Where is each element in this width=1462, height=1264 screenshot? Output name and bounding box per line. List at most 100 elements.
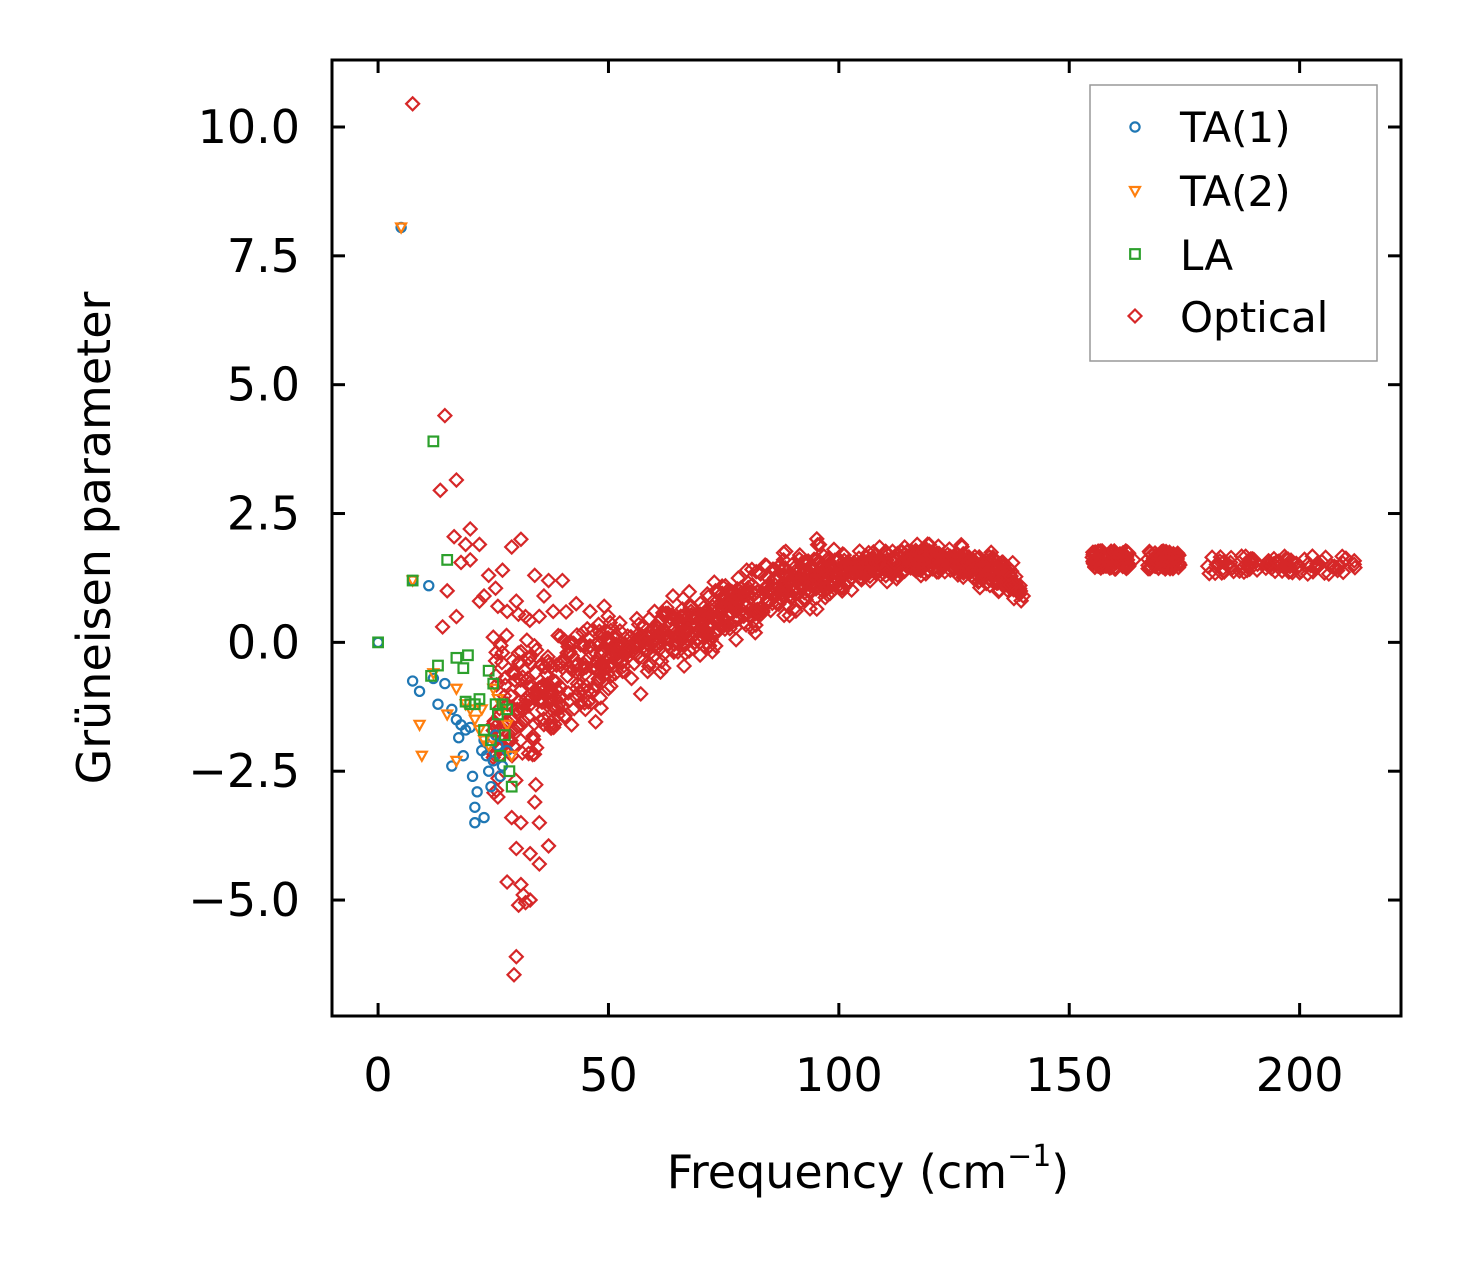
optical-point xyxy=(499,873,516,891)
optical-band-point xyxy=(541,691,558,708)
optical-band-point xyxy=(791,547,808,564)
optical-point xyxy=(1346,559,1363,576)
optical-point xyxy=(849,557,866,574)
optical-band-point xyxy=(1268,553,1285,570)
optical-band-point xyxy=(817,582,834,599)
optical-point xyxy=(540,572,557,589)
la-point xyxy=(478,724,490,736)
y-tick-label: −2.5 xyxy=(188,744,300,798)
optical-band-point xyxy=(714,585,731,602)
ta-2-point xyxy=(414,750,429,764)
optical-band-point xyxy=(676,657,693,675)
optical-point xyxy=(512,531,529,548)
optical-band-point xyxy=(547,700,565,717)
optical-band-point xyxy=(763,582,780,600)
optical-band-point xyxy=(955,560,972,577)
optical-point xyxy=(1204,549,1221,566)
x-tick-label: 0 xyxy=(363,1048,392,1102)
ta-1-point xyxy=(482,765,495,777)
ta-1-point xyxy=(457,750,470,762)
optical-point xyxy=(522,891,539,909)
optical-band-point xyxy=(521,687,538,704)
x-axis-label: Frequency (cm−1) xyxy=(667,1139,1070,1199)
optical-band-point xyxy=(639,636,656,653)
optical-point xyxy=(485,629,502,646)
optical-point xyxy=(457,536,474,553)
optical-band-point xyxy=(496,687,513,704)
optical-point xyxy=(775,551,792,568)
optical-point xyxy=(1328,559,1345,576)
optical-point xyxy=(432,482,449,499)
legend-marker-optical xyxy=(1126,307,1144,325)
optical-point xyxy=(517,608,534,625)
optical-band-point xyxy=(701,587,718,604)
optical-band-point xyxy=(814,577,831,594)
la-point xyxy=(450,651,463,664)
optical-point xyxy=(434,618,451,635)
optical-band-point xyxy=(551,678,568,695)
optical-band-point xyxy=(527,664,544,681)
optical-band-point xyxy=(487,652,504,669)
optical-point xyxy=(476,587,493,605)
y-tick-label: −5.0 xyxy=(188,873,300,927)
optical-band-point xyxy=(893,565,910,582)
la-point xyxy=(457,662,470,675)
optical-band-point xyxy=(558,603,575,620)
optical-point xyxy=(1291,564,1308,581)
optical-band-point xyxy=(776,607,793,624)
optical-band-point xyxy=(672,608,689,625)
optical-point xyxy=(1162,551,1179,568)
ta-1-point xyxy=(432,698,444,710)
optical-band-point xyxy=(928,545,946,562)
optical-band-point xyxy=(735,613,752,631)
optical-band-point xyxy=(1281,558,1299,575)
optical-point xyxy=(510,897,527,914)
optical-point xyxy=(436,407,453,424)
la-point xyxy=(372,636,384,649)
optical-point xyxy=(489,788,506,806)
legend-label-ta1: TA(1) xyxy=(1179,103,1291,152)
optical-point xyxy=(1277,559,1294,576)
optical-band-point xyxy=(561,659,578,676)
optical-band-point xyxy=(556,652,573,669)
optical-point xyxy=(886,554,903,571)
x-tick-label: 150 xyxy=(1025,1048,1113,1102)
optical-point xyxy=(522,654,539,672)
optical-point xyxy=(655,660,672,677)
optical-band-point xyxy=(801,600,819,617)
ta-1-point xyxy=(466,770,479,783)
la-point xyxy=(498,729,511,742)
optical-band-point xyxy=(808,601,825,618)
optical-band-point xyxy=(493,654,510,671)
optical-point xyxy=(683,598,700,615)
optical-band-point xyxy=(608,636,625,653)
optical-band-point xyxy=(981,577,999,594)
optical-point xyxy=(830,551,847,568)
optical-point xyxy=(439,582,456,599)
optical-band-point xyxy=(542,717,559,734)
la-point xyxy=(462,649,474,662)
y-axis-ticks: −5.0 −2.5 0.0 2.5 5.0 7.5 10.0 xyxy=(188,100,1401,927)
optical-band-point xyxy=(488,644,505,661)
optical-point xyxy=(508,593,525,610)
la-point xyxy=(485,734,497,747)
optical-band-point xyxy=(520,650,538,667)
optical-band-point xyxy=(524,731,541,748)
ta-2-point xyxy=(412,719,427,733)
ta-2-point xyxy=(440,709,455,722)
optical-point xyxy=(646,603,663,620)
optical-point xyxy=(1084,549,1101,566)
optical-band-point xyxy=(620,639,637,656)
legend-label-optical: Optical xyxy=(1180,293,1328,342)
optical-band-point xyxy=(1007,581,1024,598)
la-point xyxy=(503,765,516,778)
optical-point xyxy=(503,809,520,826)
optical-point xyxy=(563,716,580,733)
optical-band-point xyxy=(609,650,626,667)
optical-point xyxy=(505,966,523,983)
optical-point xyxy=(701,608,718,625)
optical-band-point xyxy=(518,632,535,649)
ta-1-point xyxy=(423,579,435,592)
optical-point xyxy=(526,567,543,584)
optical-band-point xyxy=(659,605,677,622)
